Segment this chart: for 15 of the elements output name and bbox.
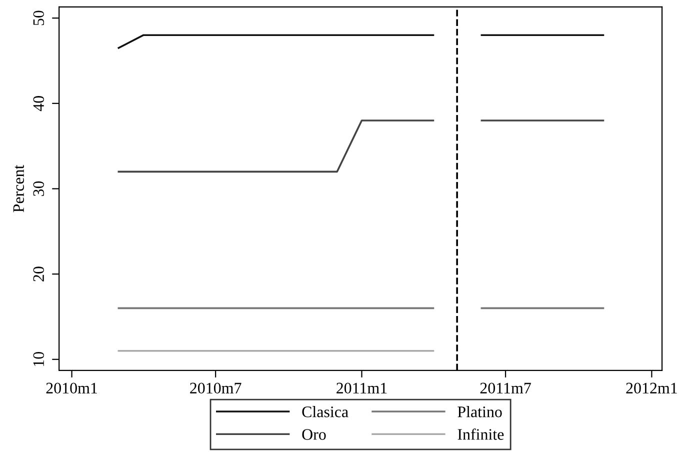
y-tick-label: 10 [33, 352, 44, 366]
legend-label: Oro [302, 429, 326, 440]
x-tick-label: 2011m1 [336, 382, 387, 394]
x-tick-label: 2012m1 [626, 382, 677, 394]
y-tick-label: 40 [33, 96, 44, 112]
legend-label: Platino [458, 406, 502, 418]
y-tick-label: 30 [33, 181, 44, 196]
legend-label: Infinite [458, 428, 504, 440]
legend-label: Clasica [302, 406, 348, 418]
y-tick-label: 50 [33, 10, 44, 26]
y-axis-title: Percent [13, 164, 24, 212]
x-tick-label: 2010m7 [190, 382, 242, 394]
x-tick-label: 2010m1 [46, 382, 97, 394]
x-tick-label: 2011m7 [480, 382, 531, 394]
y-tick-label: 20 [33, 266, 44, 282]
